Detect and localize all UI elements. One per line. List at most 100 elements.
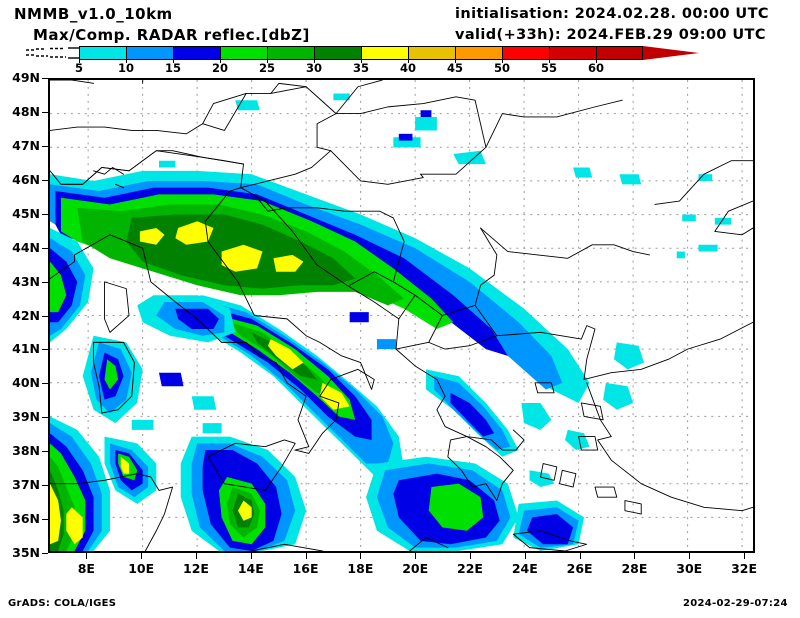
coast-france-south bbox=[50, 254, 76, 279]
speck-romania-2 bbox=[619, 174, 642, 185]
lake-alps bbox=[93, 167, 125, 175]
colorbar-swatch-4045 bbox=[408, 46, 455, 60]
lon-label-20E: 20E bbox=[402, 561, 429, 576]
coast-cyclades-2 bbox=[559, 469, 577, 488]
coast-libya-sirte bbox=[251, 543, 323, 551]
coast-turkey-north bbox=[583, 321, 753, 380]
border-slovenia-croatia bbox=[240, 150, 332, 189]
coast-thasos bbox=[534, 382, 555, 394]
colorbar-tickmark bbox=[408, 59, 409, 63]
lon-label-24E: 24E bbox=[511, 561, 538, 576]
model-title: NMMB_v1.0_10km bbox=[14, 5, 173, 23]
speck-adriatic-2 bbox=[376, 339, 397, 350]
lat-tickmark bbox=[42, 145, 48, 147]
lat-label-49N: 49N bbox=[12, 70, 40, 85]
lat-tickmark bbox=[42, 179, 48, 181]
colorbar-swatch-5560 bbox=[549, 46, 596, 60]
colorbar-swatch-5055 bbox=[502, 46, 549, 60]
colorbar-swatch-2025 bbox=[220, 46, 267, 60]
lat-label-35N: 35N bbox=[12, 545, 40, 560]
colorbar-overflow-arrow bbox=[643, 46, 699, 60]
core-yellow-tun2 bbox=[120, 456, 130, 474]
coast-lesbos bbox=[580, 402, 604, 421]
speck-med-3 bbox=[202, 423, 222, 434]
border-romania-bulgaria bbox=[480, 227, 650, 259]
border-greece-turkey bbox=[496, 325, 596, 380]
aegean-cyan-2 bbox=[564, 429, 590, 451]
colorbar-hatch-icon bbox=[26, 47, 79, 59]
radar-map-plot[interactable] bbox=[48, 78, 755, 553]
border-austria-germany bbox=[202, 93, 247, 125]
colorbar-swatch-3035 bbox=[314, 46, 361, 60]
speck-med-1 bbox=[158, 372, 184, 387]
radar-reflectivity-field bbox=[50, 80, 753, 551]
colorbar-swatch-3540 bbox=[361, 46, 408, 60]
coast-peloponnese bbox=[447, 436, 514, 501]
lat-label-46N: 46N bbox=[12, 171, 40, 187]
colorbar-tickmark bbox=[126, 59, 127, 63]
colorbar-tickmark bbox=[267, 59, 268, 63]
lat-tickmark bbox=[42, 111, 48, 113]
colorbar-tick-55: 55 bbox=[540, 61, 558, 75]
colorbar-tick-5: 5 bbox=[74, 61, 84, 75]
speck-hungary-1 bbox=[415, 116, 437, 131]
colorbar-tick-60: 60 bbox=[587, 61, 605, 75]
colorbar-swatch-60 bbox=[596, 46, 643, 60]
colorbar-tickmark bbox=[596, 59, 597, 63]
field-title: Max/Comp. RADAR reflec.[dbZ] bbox=[33, 26, 310, 44]
lat-tickmark bbox=[42, 417, 48, 419]
apennine-green bbox=[213, 315, 356, 420]
border-romania-north bbox=[420, 99, 623, 175]
lon-tickmark bbox=[634, 553, 636, 559]
speck-blacksea-3 bbox=[698, 244, 718, 252]
lon-tickmark bbox=[524, 553, 526, 559]
ionian2-darkblue bbox=[526, 514, 574, 545]
coast-sicily bbox=[207, 439, 296, 491]
lat-tickmark bbox=[42, 213, 48, 215]
colorbar-swatches bbox=[79, 46, 643, 60]
speck-austria-1 bbox=[235, 100, 260, 111]
coast-balkans-west bbox=[240, 187, 525, 451]
border-hungary-north bbox=[316, 96, 487, 152]
border-hungary-south bbox=[330, 150, 424, 185]
coast-corsica bbox=[104, 281, 130, 333]
core-yellow-apennine bbox=[267, 339, 304, 370]
ionian-green-core bbox=[428, 483, 484, 531]
colorbar-tick-35: 35 bbox=[352, 61, 370, 75]
colorbar-tick-30: 30 bbox=[305, 61, 323, 75]
map-coastlines bbox=[50, 80, 753, 551]
colorbar-swatch-4550 bbox=[455, 46, 502, 60]
render-timestamp: 2024-02-29-07:24 bbox=[683, 598, 788, 609]
colorbar-tickmark bbox=[79, 59, 80, 63]
lon-label-18E: 18E bbox=[347, 561, 374, 576]
colorbar-tick-45: 45 bbox=[446, 61, 464, 75]
speck-med-2 bbox=[191, 396, 217, 410]
colorbar-tick-15: 15 bbox=[164, 61, 182, 75]
lat-tickmark bbox=[42, 519, 48, 521]
lake-como bbox=[114, 183, 125, 189]
coast-tunisia bbox=[50, 473, 174, 551]
lon-tickmark bbox=[579, 553, 581, 559]
lon-label-30E: 30E bbox=[676, 561, 703, 576]
border-croatia-interior bbox=[248, 197, 318, 212]
lat-tickmark bbox=[42, 247, 48, 249]
border-montenegro bbox=[349, 271, 416, 296]
coast-rhodes bbox=[624, 500, 642, 515]
aegean-cyan-3 bbox=[529, 470, 555, 488]
border-slovakia-north bbox=[335, 80, 383, 115]
speck-blacksea-1 bbox=[682, 214, 696, 222]
lat-tickmark bbox=[42, 553, 48, 554]
initialisation-time: initialisation: 2024.02.28. 00:00 UTC bbox=[455, 6, 769, 22]
speck-romania-1 bbox=[573, 167, 593, 178]
lon-label-22E: 22E bbox=[457, 561, 483, 576]
core-yellow-liguria bbox=[139, 228, 165, 245]
lat-label-42N: 42N bbox=[12, 307, 40, 323]
colorbar-swatch-1520 bbox=[173, 46, 220, 60]
lon-label-14E: 14E bbox=[237, 561, 264, 576]
colorbar-tick-50: 50 bbox=[493, 61, 511, 75]
lon-tickmark bbox=[195, 553, 197, 559]
colorbar-swatch-1015 bbox=[126, 46, 173, 60]
colorbar-swatch-510 bbox=[79, 46, 126, 60]
colorbar-tickmark bbox=[314, 59, 315, 63]
colorbar-tick-20: 20 bbox=[211, 61, 229, 75]
